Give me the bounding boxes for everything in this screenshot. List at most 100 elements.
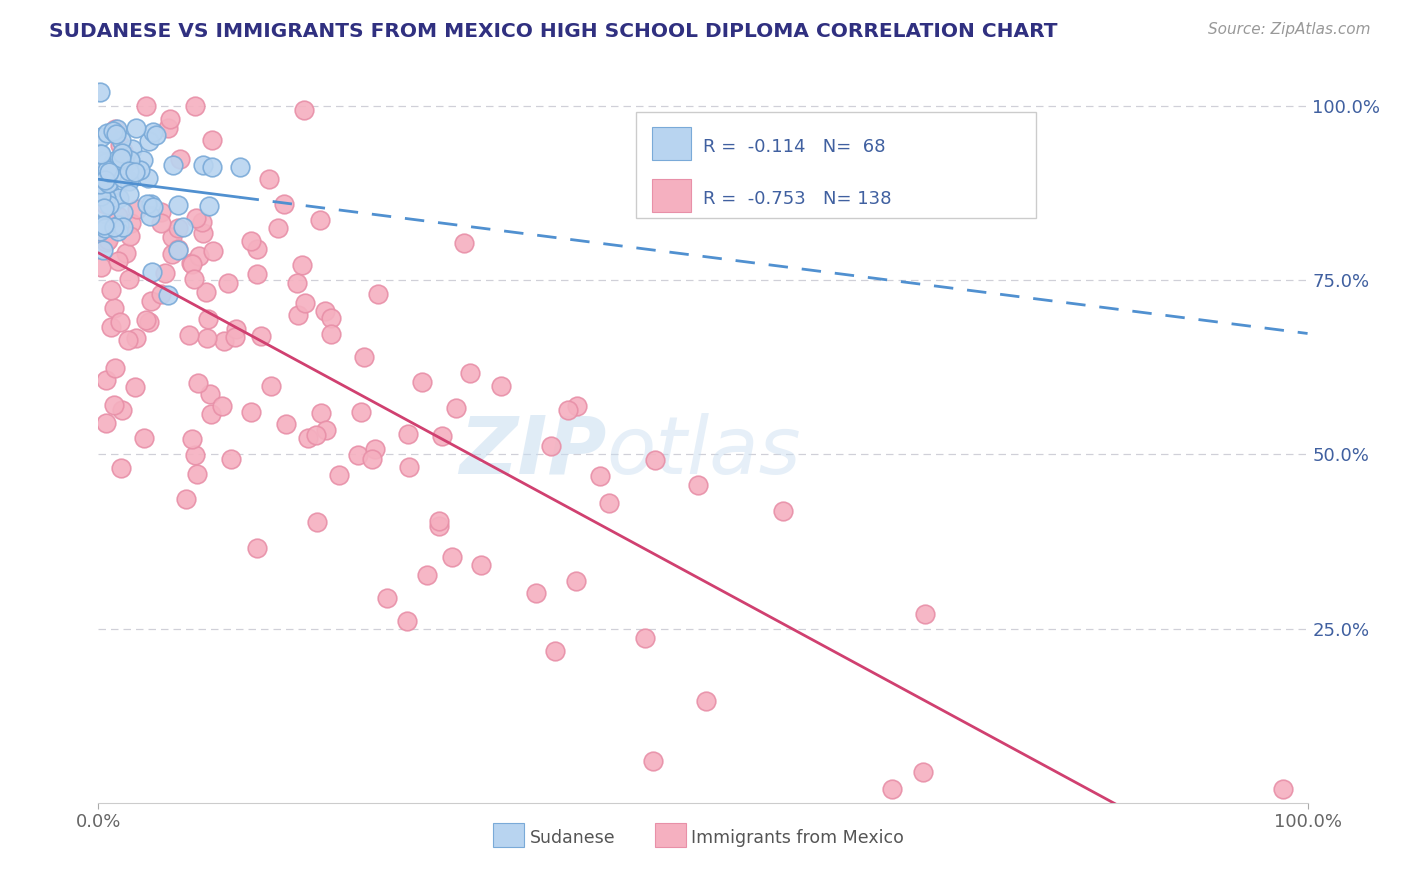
Point: [347, 448, 370, 462]
Point: [90, 146, 112, 161]
Point: [90, 130, 112, 145]
Point: [200, 407, 222, 421]
Point: [97, 165, 120, 179]
Point: [598, 496, 620, 510]
Point: [285, 276, 308, 290]
Point: [195, 285, 218, 299]
Point: [118, 153, 141, 168]
Point: [96, 373, 118, 387]
Point: [118, 229, 141, 244]
Point: [107, 224, 129, 238]
Point: [187, 376, 209, 390]
Point: [565, 399, 588, 413]
Point: [309, 406, 332, 420]
Text: Sudanese: Sudanese: [530, 829, 616, 847]
FancyBboxPatch shape: [655, 823, 686, 847]
Point: [118, 187, 141, 202]
Point: [427, 514, 450, 528]
Point: [136, 171, 159, 186]
Point: [159, 112, 181, 127]
Point: [169, 152, 191, 166]
Point: [94, 220, 117, 235]
Point: [246, 242, 269, 256]
Point: [93, 218, 115, 232]
Point: [117, 334, 139, 348]
Point: [162, 158, 184, 172]
Text: SUDANESE VS IMMIGRANTS FROM MEXICO HIGH SCHOOL DIPLOMA CORRELATION CHART: SUDANESE VS IMMIGRANTS FROM MEXICO HIGH …: [49, 22, 1057, 41]
Point: [363, 442, 385, 457]
Point: [141, 265, 163, 279]
Point: [124, 165, 146, 179]
Point: [157, 121, 180, 136]
Point: [94, 173, 117, 187]
Point: [246, 268, 269, 282]
Point: [94, 197, 117, 211]
Point: [176, 491, 198, 506]
Point: [191, 158, 214, 172]
Text: R =  -0.114   N=  68: R = -0.114 N= 68: [703, 137, 886, 155]
Point: [453, 235, 475, 250]
Point: [305, 516, 328, 530]
FancyBboxPatch shape: [652, 178, 690, 212]
Point: [214, 334, 236, 348]
Point: [104, 121, 127, 136]
Point: [557, 403, 579, 417]
Point: [427, 519, 450, 533]
Point: [101, 194, 124, 209]
Point: [197, 312, 219, 326]
Point: [249, 329, 271, 343]
Point: [361, 452, 384, 467]
Point: [695, 694, 717, 708]
Point: [136, 196, 159, 211]
Point: [105, 122, 128, 136]
Point: [398, 459, 420, 474]
Point: [172, 220, 194, 235]
Point: [107, 209, 129, 223]
Point: [489, 379, 512, 393]
Point: [195, 331, 218, 345]
Point: [350, 405, 373, 419]
Point: [162, 247, 184, 261]
FancyBboxPatch shape: [652, 127, 690, 161]
Point: [274, 417, 297, 431]
Point: [118, 271, 141, 285]
Point: [319, 310, 342, 325]
Point: [125, 121, 148, 136]
Point: [291, 258, 314, 272]
Point: [103, 219, 125, 234]
Point: [167, 242, 190, 256]
Point: [132, 153, 155, 168]
Point: [328, 468, 350, 483]
Point: [125, 331, 148, 345]
Text: otlas: otlas: [606, 413, 801, 491]
Point: [273, 197, 295, 211]
Point: [94, 155, 117, 169]
Point: [197, 199, 219, 213]
Point: [191, 215, 214, 229]
Point: [150, 216, 173, 230]
Point: [633, 632, 655, 646]
Point: [111, 146, 134, 161]
Point: [111, 205, 134, 219]
Point: [160, 229, 183, 244]
Point: [201, 244, 224, 258]
Point: [167, 221, 190, 235]
Point: [188, 249, 211, 263]
Point: [565, 574, 588, 588]
Point: [375, 591, 398, 606]
Point: [91, 243, 114, 257]
Point: [180, 255, 202, 269]
Point: [167, 198, 190, 212]
Point: [135, 313, 157, 327]
Point: [142, 200, 165, 214]
Point: [100, 320, 122, 334]
Point: [287, 309, 309, 323]
Point: [224, 330, 246, 344]
Point: [644, 453, 666, 467]
Point: [107, 219, 129, 233]
Point: [110, 402, 132, 417]
Point: [167, 243, 190, 257]
Point: [110, 138, 132, 153]
Point: [89, 85, 111, 99]
Point: [135, 99, 157, 113]
